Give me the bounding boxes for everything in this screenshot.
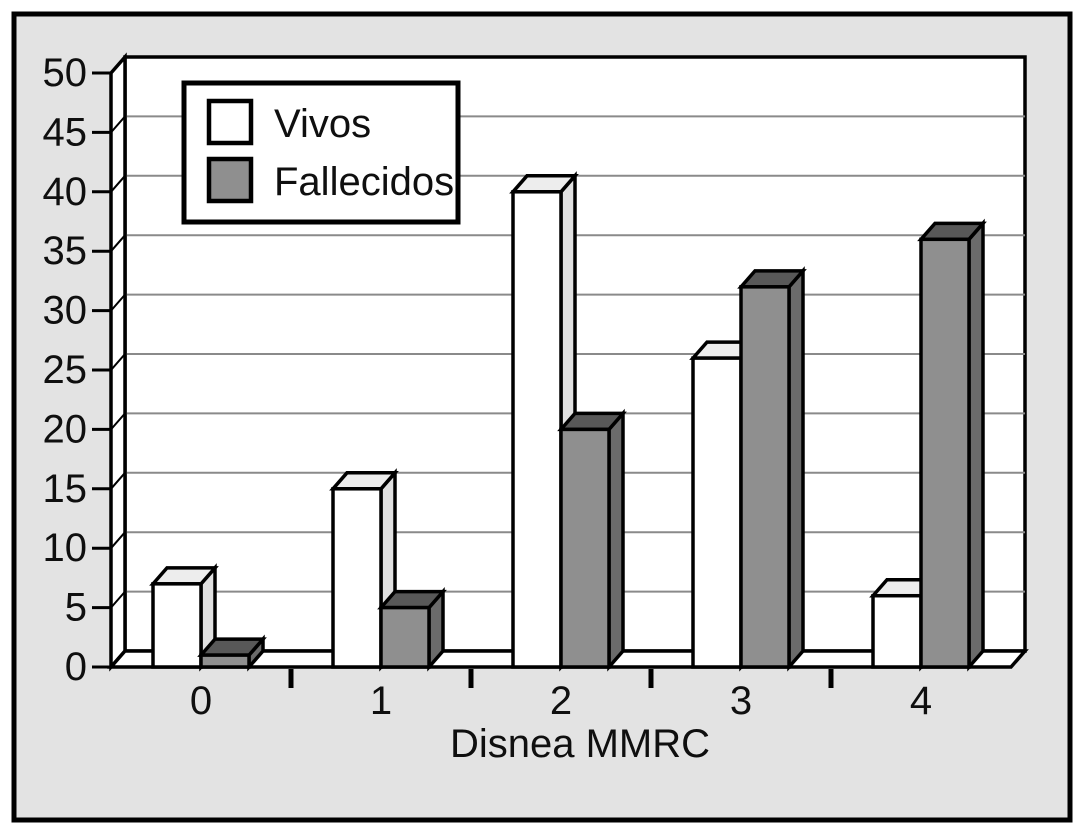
bar-side-face xyxy=(967,218,985,672)
y-tick-label-35: 35 xyxy=(43,229,88,273)
bar-fallecidos-cat1 xyxy=(377,586,447,672)
y-tick-label-15: 15 xyxy=(43,467,88,511)
x-category-label-4: 4 xyxy=(910,679,932,723)
left-wall-rib-45 xyxy=(110,115,126,134)
left-wall-rib-20 xyxy=(110,412,126,431)
y-axis: 0 5 10 15 20 25 30 35 40 45 50 xyxy=(43,51,111,689)
y-tick-label-5: 5 xyxy=(65,586,87,630)
left-wall-rib-40 xyxy=(110,175,126,193)
y-tick-label-10: 10 xyxy=(43,526,88,570)
left-wall-rib-30 xyxy=(110,293,126,312)
bar-front-face xyxy=(691,356,743,669)
left-wall-rib-15 xyxy=(110,472,126,490)
y-tick-label-40: 40 xyxy=(43,170,88,214)
left-wall-rib-5 xyxy=(110,590,126,609)
y-tick-label-30: 30 xyxy=(43,289,88,333)
y-tick-label-20: 20 xyxy=(43,407,88,451)
bar-front-face xyxy=(511,190,563,669)
bar-fallecidos-cat4 xyxy=(917,218,987,672)
legend-label-fallecidos: Fallecidos xyxy=(274,160,454,204)
left-wall-rib-25 xyxy=(110,353,126,371)
y-tick-label-0: 0 xyxy=(65,645,87,689)
bar-side-face xyxy=(787,266,805,672)
bar-front-face xyxy=(199,653,251,669)
x-category-label-2: 2 xyxy=(550,679,572,723)
x-category-label-0: 0 xyxy=(190,679,212,723)
left-wall-rib-35 xyxy=(110,234,126,252)
x-axis-title: Disnea MMRC xyxy=(450,722,710,766)
bar-fallecidos-cat3 xyxy=(737,266,807,672)
y-tick-label-50: 50 xyxy=(43,51,88,95)
left-wall-rib-10 xyxy=(110,531,126,549)
x-axis: 0 1 2 3 4 xyxy=(190,669,932,723)
x-category-label-1: 1 xyxy=(370,679,392,723)
bar-fallecidos-cat2 xyxy=(557,408,627,672)
bar-front-face xyxy=(739,285,791,669)
legend-label-vivos: Vivos xyxy=(274,102,371,146)
bar-front-face xyxy=(331,487,383,669)
bar-side-face xyxy=(607,408,625,672)
bars-group xyxy=(149,171,987,672)
bar-front-face xyxy=(871,593,923,669)
legend: Vivos Fallecidos xyxy=(181,80,461,225)
legend-swatch-fallecidos xyxy=(206,156,254,204)
bar-front-face xyxy=(559,427,611,669)
bar-front-face xyxy=(151,582,203,669)
y-tick-label-45: 45 xyxy=(43,110,88,154)
bar-front-face xyxy=(919,237,971,669)
bar-fallecidos-cat0 xyxy=(197,634,267,672)
x-category-label-3: 3 xyxy=(730,679,752,723)
bar-front-face xyxy=(379,605,431,669)
legend-swatch-vivos xyxy=(206,98,254,146)
y-tick-label-25: 25 xyxy=(43,348,88,392)
